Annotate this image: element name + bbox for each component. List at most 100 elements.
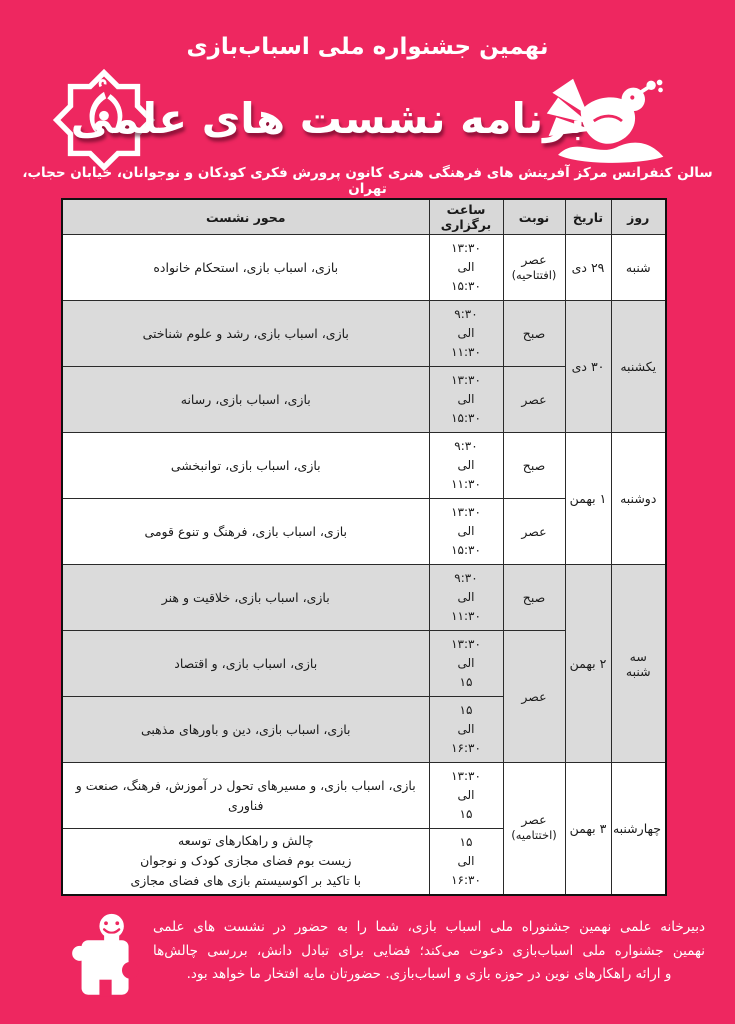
time-sep: الی bbox=[457, 590, 475, 604]
shift-cell: عصر (افتتاحیه) bbox=[502, 234, 566, 301]
topic-line: بازی، اسباب بازی، و مسیرهای تحول در آموز… bbox=[75, 777, 416, 813]
time-start: ۱۳:۳۰ bbox=[451, 769, 481, 783]
day-cell: چهارشنبه bbox=[610, 762, 667, 895]
col-header-shift: نوبت bbox=[502, 198, 566, 235]
shift-cell: صبح bbox=[502, 564, 566, 631]
topic-cell: بازی، اسباب بازی، فرهنگ و تنوع قومی bbox=[61, 498, 430, 565]
time-end: ۱۵:۳۰ bbox=[451, 279, 481, 293]
table-row: عصر ۱۳:۳۰ الی ۱۵:۳۰ بازی، اسباب بازی، فر… bbox=[61, 498, 666, 565]
topic-cell: بازی، اسباب بازی، استحکام خانواده bbox=[61, 234, 430, 301]
time-end: ۱۱:۳۰ bbox=[451, 609, 481, 623]
time-start: ۱۳:۳۰ bbox=[451, 373, 481, 387]
festival-title: نهمین جشنواره ملی اسباب‌بازی bbox=[186, 34, 549, 60]
footer-invitation: دبیرخانه علمی نهمین جشنوراه ملی اسباب با… bbox=[153, 916, 705, 987]
time-sep: الی bbox=[457, 853, 475, 868]
time-cell: ۱۳:۳۰ الی ۱۵:۳۰ bbox=[428, 366, 504, 433]
shift-cell: صبح bbox=[502, 432, 566, 499]
table-header-row: روز تاریخ نوبت ساعت برگزاری محور نشست bbox=[61, 198, 667, 235]
topic-line: بازی، اسباب بازی، خلاقیت و هنر bbox=[161, 589, 330, 605]
topic-cell: بازی، اسباب بازی، توانبخشی bbox=[61, 432, 430, 499]
time-cell: ۱۵ الی ۱۶:۳۰ bbox=[428, 828, 504, 895]
bird-rooster-mascot-icon bbox=[546, 78, 664, 163]
topic-line: چالش و راهکارهای توسعه bbox=[178, 833, 314, 849]
date-cell: ۲۹ دی bbox=[564, 234, 612, 301]
time-sep: الی bbox=[457, 722, 475, 736]
col-header-time: ساعت برگزاری bbox=[428, 198, 504, 235]
time-cell: ۹:۳۰ الی ۱۱:۳۰ bbox=[428, 432, 504, 499]
footer-line-1: دبیرخانه علمی نهمین جشنوراه ملی اسباب با… bbox=[153, 919, 705, 935]
table-row: سه شنبه ۲ بهمن صبح ۹:۳۰ الی ۱۱:۳۰ بازی، … bbox=[61, 564, 667, 763]
footer-line-2: نهمین جشنواره ملی اسباب‌بازی دعوت می‌کند… bbox=[153, 942, 705, 959]
col-header-day: روز bbox=[610, 198, 667, 235]
table-row: شنبه ۲۹ دی عصر (افتتاحیه) ۱۳:۳۰ الی ۱۵:۳… bbox=[61, 234, 667, 301]
footer-line-3: و ارائه راهکارهای نوین در حوزه بازی و اس… bbox=[186, 966, 672, 982]
topic-cell: بازی، اسباب بازی، رشد و علوم شناختی bbox=[61, 300, 430, 367]
time-end: ۱۵ bbox=[459, 807, 473, 821]
topic-line: بازی، اسباب بازی، و اقتصاد bbox=[174, 655, 318, 671]
topic-cell: بازی، اسباب بازی، و اقتصاد bbox=[61, 630, 430, 697]
time-sep: الی bbox=[457, 392, 475, 406]
time-sep: الی bbox=[457, 524, 475, 538]
time-sep: الی bbox=[457, 458, 475, 472]
topic-line: بازی، اسباب بازی، توانبخشی bbox=[170, 457, 321, 473]
col-header-date: تاریخ bbox=[564, 198, 612, 235]
time-start: ۱۳:۳۰ bbox=[451, 505, 481, 519]
time-end: ۱۱:۳۰ bbox=[451, 345, 481, 359]
table-row: ۱۵ الی ۱۶:۳۰ بازی، اسباب بازی، دین و باو… bbox=[61, 696, 666, 763]
topic-cell: بازی، اسباب بازی، رسانه bbox=[61, 366, 430, 433]
date-cell: ۳ بهمن bbox=[564, 762, 612, 895]
day-cell: سه شنبه bbox=[610, 564, 667, 763]
table-row: ۱۵ الی ۱۶:۳۰ چالش و راهکارهای توسعه زیست… bbox=[61, 828, 666, 895]
date-cell: ۱ بهمن bbox=[564, 432, 612, 565]
table-row: یکشنبه ۳۰ دی صبح ۹:۳۰ الی ۱۱:۳۰ بازی، اس… bbox=[61, 300, 667, 433]
topic-line: بازی، اسباب بازی، استحکام خانواده bbox=[153, 259, 339, 275]
topic-cell: بازی، اسباب بازی، خلاقیت و هنر bbox=[61, 564, 430, 631]
time-start: ۱۳:۳۰ bbox=[451, 637, 481, 651]
time-sep: الی bbox=[457, 788, 475, 802]
time-start: ۱۵ bbox=[459, 834, 473, 849]
shift-cell: عصر bbox=[502, 366, 566, 433]
topic-line: بازی، اسباب بازی، فرهنگ و تنوع قومی bbox=[144, 523, 348, 539]
topic-line: بازی، اسباب بازی، رشد و علوم شناختی bbox=[142, 325, 349, 341]
date-cell: ۳۰ دی bbox=[564, 300, 612, 433]
shift-label: عصر bbox=[521, 251, 547, 267]
topic-line: بازی، اسباب بازی، رسانه bbox=[180, 391, 311, 407]
time-cell: ۹:۳۰ الی ۱۱:۳۰ bbox=[428, 564, 504, 631]
time-sep: الی bbox=[457, 326, 475, 340]
shift-cell: عصر bbox=[502, 498, 566, 565]
date-cell: ۲ بهمن bbox=[564, 564, 612, 763]
col-header-topic: محور نشست bbox=[61, 198, 430, 235]
time-cell: ۱۳:۳۰ الی ۱۵:۳۰ bbox=[428, 234, 504, 301]
time-start: ۱۳:۳۰ bbox=[451, 241, 481, 255]
time-end: ۱۶:۳۰ bbox=[451, 872, 481, 887]
time-end: ۱۱:۳۰ bbox=[451, 477, 481, 491]
time-start: ۹:۳۰ bbox=[454, 439, 478, 453]
topic-cell: بازی، اسباب بازی، دین و باورهای مذهبی bbox=[61, 696, 430, 763]
schedule-table: روز تاریخ نوبت ساعت برگزاری محور نشست شن… bbox=[61, 198, 667, 896]
topic-line: زیست بوم فضای مجازی کودک و نوجوان bbox=[140, 853, 352, 869]
topic-cell: چالش و راهکارهای توسعه زیست بوم فضای مجا… bbox=[61, 828, 430, 895]
time-end: ۱۵ bbox=[459, 675, 473, 689]
time-cell: ۱۳:۳۰ الی ۱۵ bbox=[428, 630, 504, 697]
day-cell: یکشنبه bbox=[610, 300, 667, 433]
shift-cell: عصر bbox=[502, 630, 566, 763]
time-sep: الی bbox=[457, 656, 475, 670]
time-start: ۹:۳۰ bbox=[454, 307, 478, 321]
topic-line: بازی، اسباب بازی، دین و باورهای مذهبی bbox=[140, 721, 351, 737]
shift-cell: عصر (اختتامیه) bbox=[502, 762, 566, 895]
time-cell: ۹:۳۰ الی ۱۱:۳۰ bbox=[428, 300, 504, 367]
kanoon-octagram-logo-icon bbox=[52, 68, 156, 172]
time-end: ۱۵:۳۰ bbox=[451, 543, 481, 557]
shift-cell: صبح bbox=[502, 300, 566, 367]
shift-label: عصر bbox=[521, 812, 547, 828]
time-cell: ۱۵ الی ۱۶:۳۰ bbox=[428, 696, 504, 763]
table-row: چهارشنبه ۳ بهمن عصر (اختتامیه) ۱۳:۳۰ الی… bbox=[61, 762, 667, 895]
table-row: عصر ۱۳:۳۰ الی ۱۵ بازی، اسباب بازی، و اقت… bbox=[61, 630, 666, 763]
time-end: ۱۵:۳۰ bbox=[451, 411, 481, 425]
topic-cell: بازی، اسباب بازی، و مسیرهای تحول در آموز… bbox=[61, 762, 430, 829]
table-row: دوشنبه ۱ بهمن صبح ۹:۳۰ الی ۱۱:۳۰ بازی، ا… bbox=[61, 432, 667, 565]
time-start: ۱۵ bbox=[459, 703, 473, 717]
day-cell: دوشنبه bbox=[610, 432, 667, 565]
page-title: برنامه نشست های علمی bbox=[70, 94, 585, 143]
